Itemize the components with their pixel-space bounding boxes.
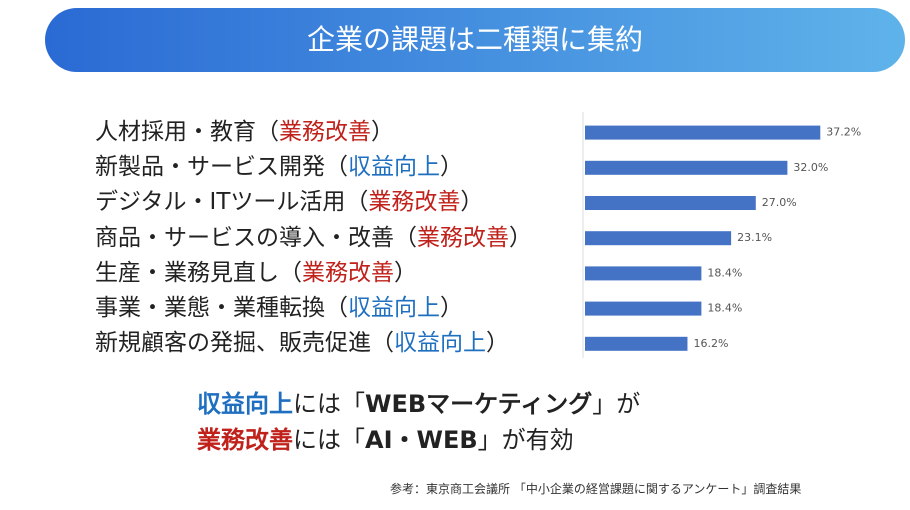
category-tag: 収益向上 [394,330,486,357]
category-name: 新製品・サービス開発（ [95,154,348,181]
category-labels: 人材採用・教育（業務改善） 新製品・サービス開発（収益向上） デジタル・ITツール活… [95,115,532,361]
category-label: 新製品・サービス開発（収益向上） [95,150,532,185]
conclusion-line: 収益向上には「WEBマーケティング」が [197,386,640,422]
category-tag: 業務改善 [302,259,394,286]
category-label: 新規顧客の発掘、販売促進（収益向上） [95,326,532,361]
category-tag: 業務改善 [417,224,509,251]
category-close: ） [440,294,463,321]
category-close: ） [509,224,532,251]
conclusion-part: 」が有効 [477,426,574,454]
bar [585,336,688,351]
conclusion-line: 業務改善には「AI・WEB」が有効 [197,422,640,458]
value-label: 18.4% [707,302,742,315]
value-label: 16.2% [693,337,728,350]
category-label: 生産・業務見直し（業務改善） [95,256,532,291]
bar [585,231,732,246]
bar [585,160,788,175]
conclusion-part: 」が [592,390,641,418]
category-label: 商品・サービスの導入・改善（業務改善） [95,221,532,256]
bar [585,125,821,140]
category-close: ） [394,259,417,286]
category-name: 新規顧客の発掘、販売促進（ [95,330,394,357]
value-label: 32.0% [793,161,828,174]
category-close: ） [371,119,394,145]
category-tag: 業務改善 [279,119,371,145]
value-label: 27.0% [762,196,797,209]
category-name: 事業・業態・業種転換（ [95,294,348,321]
value-label: 37.2% [826,126,861,139]
category-close: ） [460,189,484,216]
category-label: 人材採用・教育（業務改善） [95,115,532,150]
category-label: 事業・業態・業種転換（収益向上） [95,291,532,326]
conclusion-part: WEBマーケティング [365,390,593,418]
bar [585,301,702,316]
conclusion: 収益向上には「WEBマーケティング」が 業務改善には「AI・WEB」が有効 [197,386,640,458]
category-name: 生産・業務見直し（ [95,259,302,286]
category-name: 商品・サービスの導入・改善（ [95,224,417,251]
source-note: 参考：東京商工会議所 「中小企業の経営課題に関するアンケート」調査結果 [390,482,802,496]
value-label: 18.4% [707,266,742,279]
value-label: 23.1% [737,231,772,244]
category-tag: 業務改善 [368,189,461,216]
category-label: デジタル・ITツール活用（業務改善） [95,185,532,220]
conclusion-part: 収益向上 [197,390,293,418]
category-tag: 収益向上 [348,294,440,321]
category-close: ） [440,154,463,181]
conclusion-part: には「 [293,390,365,418]
header-banner [45,8,905,72]
category-tag: 収益向上 [348,154,440,181]
category-name: 人材採用・教育（ [95,119,279,145]
conclusion-part: には「 [293,426,365,454]
conclusion-part: AI・WEB [365,426,478,454]
conclusion-part: 業務改善 [197,426,293,454]
bar [585,266,702,281]
title: 企業の課題は二種類に集約 [306,23,643,56]
category-name: デジタル・ITツール活用（ [95,189,369,216]
category-close: ） [486,330,509,357]
bar [585,196,756,210]
